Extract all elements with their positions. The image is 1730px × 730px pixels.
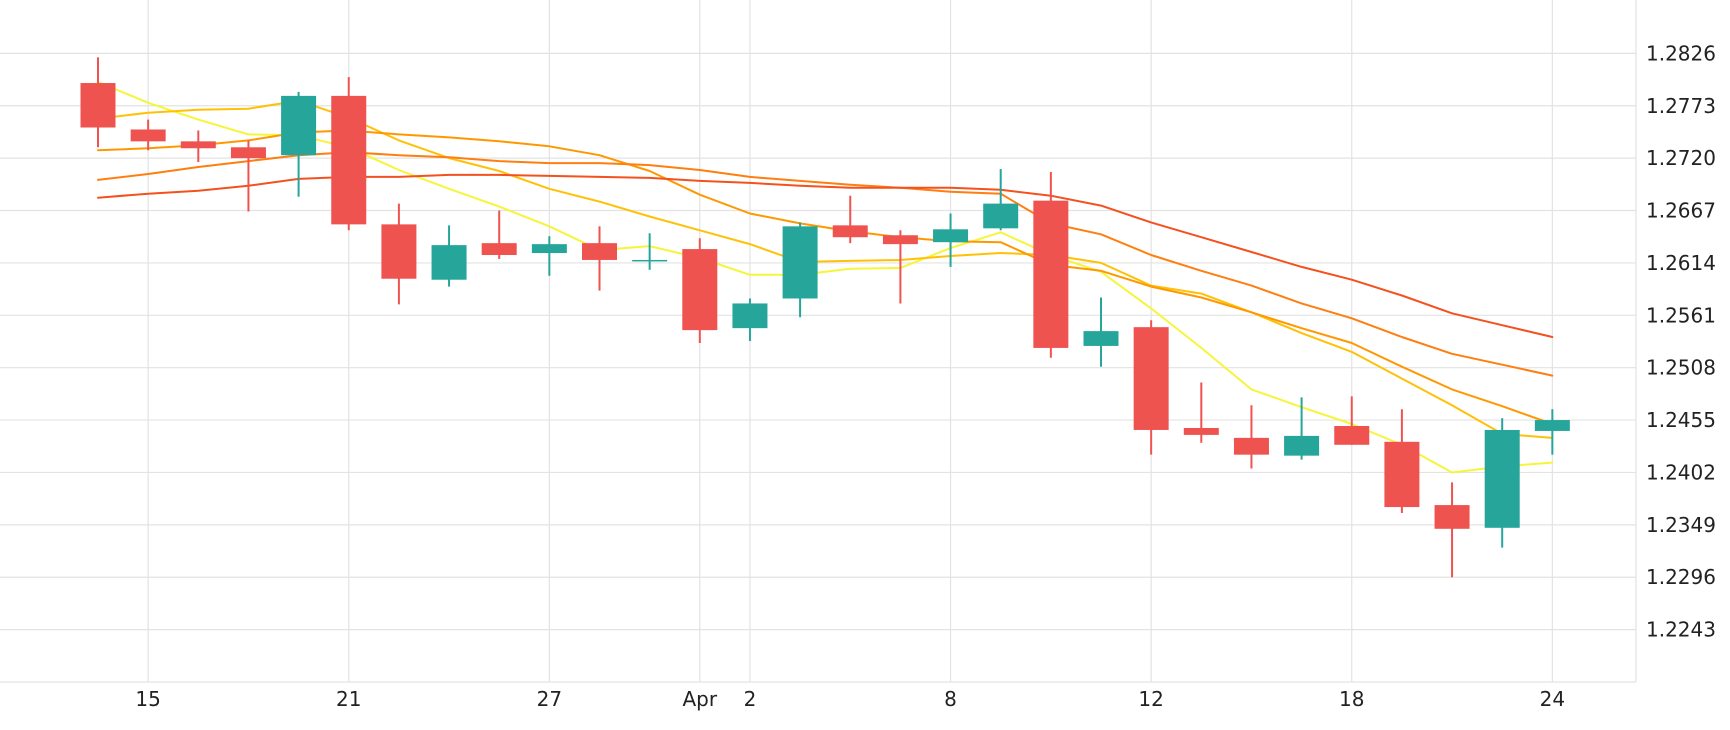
candle (1484, 418, 1520, 548)
candles (80, 57, 1570, 578)
candle (1334, 396, 1370, 445)
candle (1284, 397, 1320, 460)
candle (882, 230, 918, 304)
candle (582, 226, 617, 291)
candle-body-down (481, 243, 517, 256)
candle-body-down (1384, 441, 1420, 508)
candle (331, 77, 367, 231)
candle (1384, 409, 1420, 513)
candle-body-down (80, 83, 116, 128)
x-tick-label: 21 (336, 687, 361, 711)
candle (632, 233, 668, 270)
candle-body-up (431, 245, 467, 280)
y-tick-label: 1.2561 (1646, 303, 1716, 327)
y-tick-label: 1.2349 (1646, 513, 1716, 537)
candle-body-up (1284, 435, 1320, 456)
candle (1183, 382, 1219, 443)
ma-line-3 (97, 129, 1554, 425)
y-tick-label: 1.2720 (1646, 146, 1716, 170)
x-tick-label: 27 (537, 687, 562, 711)
candle-body-down (1334, 426, 1370, 445)
candle (130, 119, 166, 151)
candle-body-down (1434, 505, 1470, 529)
x-tick-label: 8 (944, 687, 957, 711)
y-tick-label: 1.2773 (1646, 94, 1716, 118)
candle (983, 169, 1019, 231)
candle-body-down (682, 249, 718, 331)
x-tick-label: 24 (1540, 687, 1565, 711)
y-tick-label: 1.2614 (1646, 251, 1716, 275)
x-tick-label: 2 (744, 687, 757, 711)
ma-line-2 (97, 99, 1554, 439)
y-tick-label: 1.2455 (1646, 408, 1716, 432)
candle-body-down (331, 95, 367, 225)
y-tick-label: 1.2243 (1646, 618, 1716, 642)
candle (531, 236, 567, 276)
candle (1033, 171, 1069, 358)
candle-body-down (1133, 327, 1169, 430)
candle-body-down (582, 243, 617, 260)
y-tick-label: 1.2402 (1646, 460, 1716, 484)
candle-body-down (130, 129, 166, 142)
y-tick-label: 1.2826 (1646, 41, 1716, 65)
candle-body-up (933, 229, 969, 243)
candle (1133, 320, 1169, 455)
x-tick-label: 12 (1138, 687, 1163, 711)
candle-body-up (1083, 331, 1119, 346)
ma-line-4 (97, 151, 1554, 377)
candle (481, 210, 517, 259)
y-tick-label: 1.2296 (1646, 565, 1716, 589)
candle-body-up (531, 244, 567, 254)
x-tick-label: 15 (135, 687, 160, 711)
candle (80, 57, 116, 148)
candle-body-down (832, 225, 868, 238)
x-axis-ticks: 15 21 27 Apr 2 8 12 18 24 (135, 687, 1565, 711)
candle (1233, 405, 1269, 469)
candle (281, 91, 317, 197)
candle-body-down (230, 147, 266, 159)
candle-body-up (1484, 429, 1520, 528)
candle-body-down (1233, 437, 1269, 455)
candle-body-down (1033, 200, 1069, 348)
candle (230, 140, 266, 212)
candle (1083, 297, 1119, 367)
x-tick-label: Apr (682, 687, 717, 711)
candle-body-up (632, 259, 668, 262)
candle (381, 203, 417, 305)
candle-body-up (281, 95, 317, 156)
candle-body-down (882, 235, 918, 245)
candle (1434, 482, 1470, 578)
candle-body-down (180, 141, 216, 149)
y-axis-ticks: 1.2826 1.2773 1.2720 1.2667 1.2614 1.2561 1.25… (1646, 41, 1716, 641)
candle (431, 225, 467, 287)
candle (1534, 409, 1570, 455)
candle (732, 298, 768, 341)
y-tick-label: 1.2508 (1646, 356, 1716, 380)
candle (682, 238, 718, 343)
candle (832, 195, 868, 244)
candle-body-down (381, 224, 417, 279)
candle-body-up (782, 226, 818, 299)
candle (180, 130, 216, 163)
y-tick-label: 1.2667 (1646, 199, 1716, 223)
candle-body-up (983, 203, 1019, 229)
x-tick-label: 18 (1339, 687, 1364, 711)
candle (782, 222, 818, 318)
candle-body-down (1183, 427, 1219, 435)
grid (0, 0, 1637, 683)
candle-body-up (732, 303, 768, 329)
moving-averages (97, 81, 1554, 474)
candle (933, 213, 969, 267)
ma-line-1 (97, 81, 1554, 474)
candle-body-up (1534, 420, 1570, 431)
